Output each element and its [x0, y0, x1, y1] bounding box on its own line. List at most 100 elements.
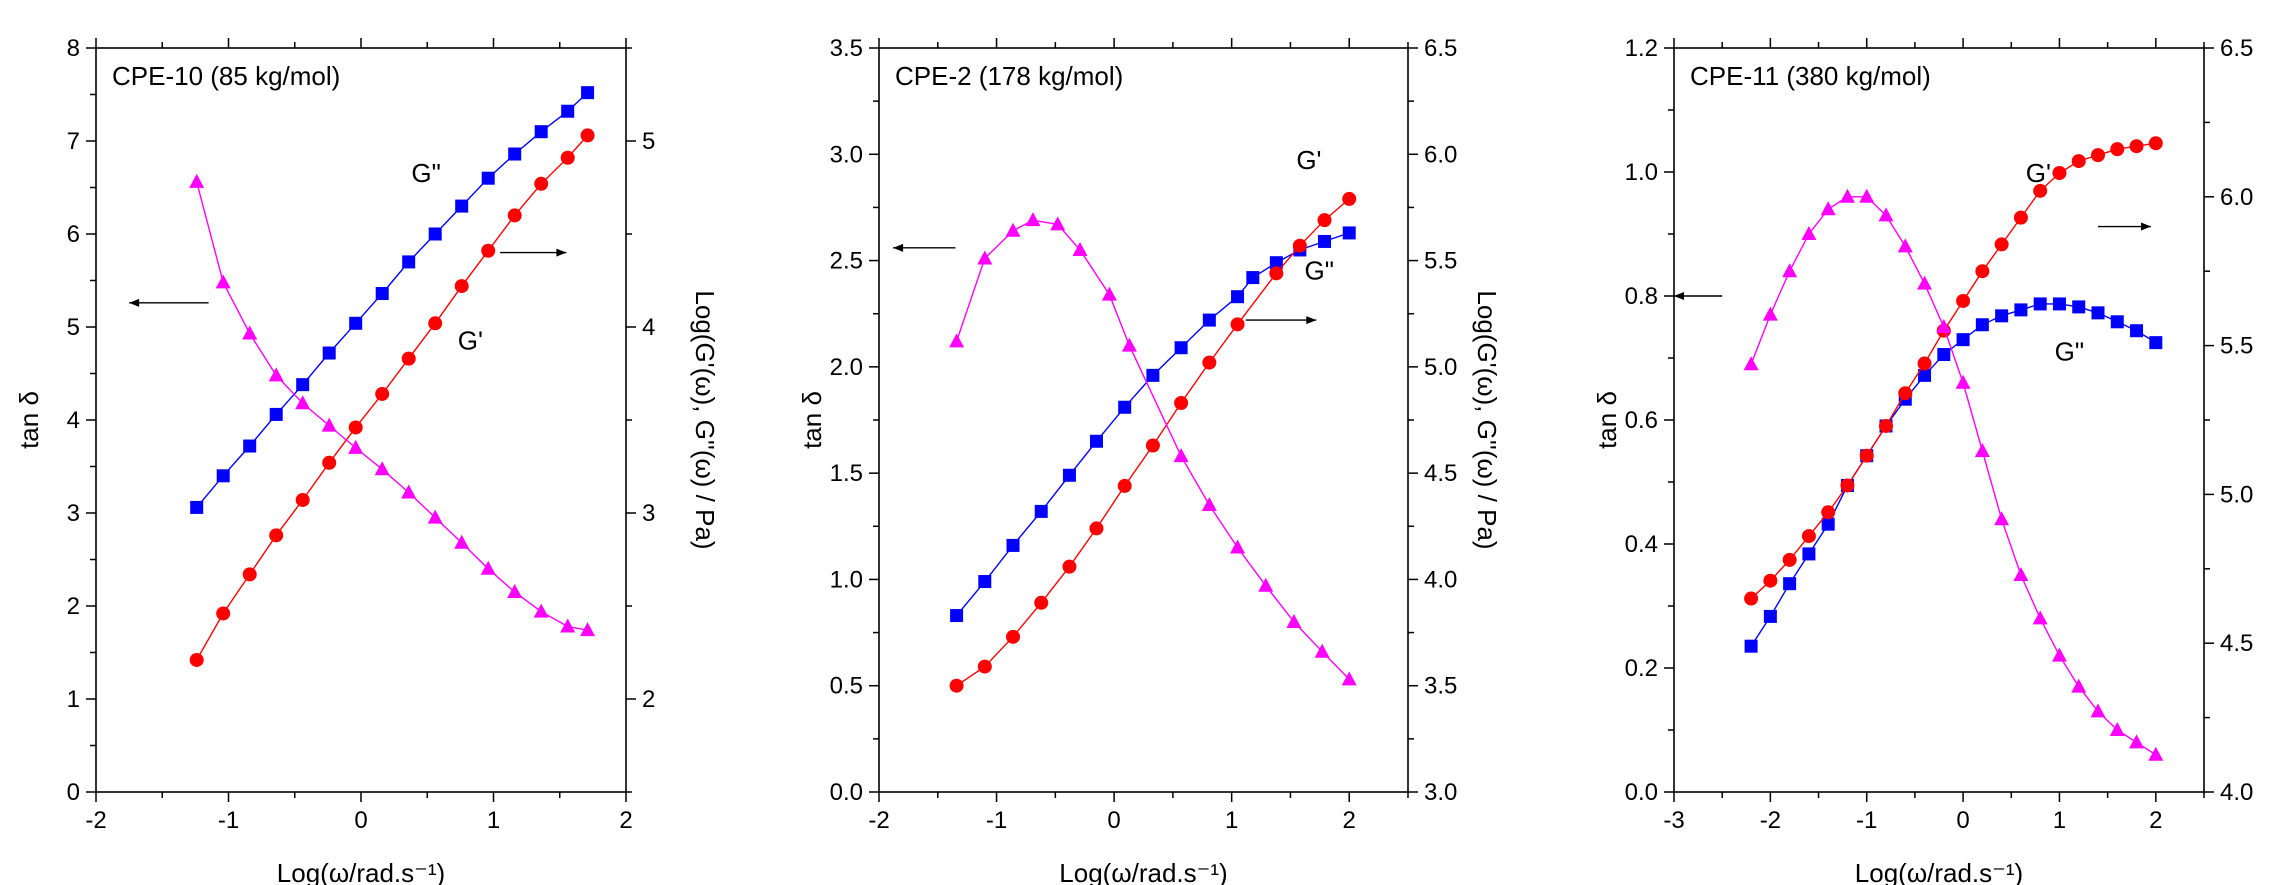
data-point-tan-delta	[215, 274, 231, 289]
data-point-tan-delta	[1072, 241, 1088, 256]
data-point-g-double-prime	[950, 609, 964, 623]
data-point-g-prime	[2091, 148, 2105, 163]
y-left-tick-label: 1.5	[830, 460, 863, 487]
data-point-tan-delta	[480, 560, 496, 575]
data-point-tan-delta	[2071, 678, 2087, 693]
y-left-tick-label: 3	[67, 500, 80, 527]
data-point-g-double-prime	[455, 199, 469, 213]
series-annotation-label: G"	[1305, 256, 1334, 286]
data-point-g-prime	[1006, 629, 1021, 644]
y-left-tick-label: 0.4	[1625, 531, 1658, 558]
x-tick-label: 2	[619, 807, 632, 834]
y-right-tick-label: 5	[642, 128, 655, 155]
data-point-tan-delta	[2129, 734, 2145, 749]
data-point-tan-delta	[2148, 746, 2164, 761]
y-right-tick-label: 4	[642, 314, 655, 341]
data-point-g-double-prime	[1089, 434, 1103, 448]
data-point-g-prime	[1145, 438, 1160, 453]
y-left-tick-label: 3.0	[830, 141, 863, 168]
data-point-g-prime	[295, 492, 310, 507]
data-point-g-double-prime	[561, 104, 575, 118]
data-point-g-prime	[428, 316, 443, 331]
y-right-tick-label: 6.5	[1424, 35, 1457, 62]
data-point-tan-delta	[2090, 703, 2106, 718]
data-point-tan-delta	[401, 484, 417, 499]
x-tick-label: 2	[1343, 807, 1356, 834]
arrow-head-icon	[556, 248, 567, 257]
data-point-g-prime	[1117, 478, 1132, 493]
data-point-tan-delta	[1994, 511, 2010, 526]
y-left-tick-label: 5	[67, 314, 80, 341]
data-point-g-double-prime	[1174, 341, 1188, 355]
data-point-g-prime	[216, 606, 231, 621]
y-left-axis-label: tan δ	[1592, 391, 1622, 449]
data-point-g-prime	[322, 455, 337, 470]
data-point-tan-delta	[1201, 497, 1217, 512]
data-point-tan-delta	[1101, 286, 1117, 301]
arrow-head-icon	[129, 298, 140, 307]
x-tick-label: -2	[1760, 807, 1781, 834]
data-point-tan-delta	[2051, 647, 2067, 662]
data-point-tan-delta	[1917, 275, 1933, 290]
data-point-tan-delta	[1286, 613, 1302, 628]
data-point-tan-delta	[1974, 443, 1990, 457]
data-point-g-prime	[1879, 418, 1893, 433]
y-left-tick-label: 3.5	[830, 35, 863, 62]
panel-title: CPE-11 (380 kg/mol)	[1690, 61, 1931, 91]
data-point-g-double-prime	[1202, 313, 1216, 327]
data-point-tan-delta	[1025, 212, 1041, 227]
data-point-g-double-prime	[1802, 547, 1816, 561]
data-point-g-double-prime	[1146, 368, 1160, 382]
data-point-tan-delta	[1230, 539, 1246, 554]
series-line-g-double-prime	[196, 92, 589, 508]
plot-frame	[1673, 47, 2205, 793]
data-point-g-double-prime	[2110, 315, 2124, 329]
data-point-tan-delta	[533, 603, 549, 618]
series-annotation-label: G'	[458, 325, 483, 355]
arrow-head-icon	[893, 243, 904, 252]
data-point-tan-delta	[1955, 374, 1971, 389]
data-point-g-prime	[454, 279, 469, 294]
data-point-g-double-prime	[243, 439, 257, 453]
data-point-tan-delta	[1820, 201, 1836, 216]
data-point-tan-delta	[580, 622, 596, 637]
data-point-tan-delta	[977, 250, 993, 265]
series-line-g-double-prime	[1750, 303, 2157, 647]
data-point-tan-delta	[427, 509, 443, 524]
data-point-g-double-prime	[1956, 333, 1970, 347]
data-point-g-double-prime	[296, 378, 310, 392]
data-point-g-prime	[1801, 529, 1816, 544]
chart-panel-cpe-10: -2 -1 0 1 2 0 1 2 3 4 5 6 7 8 2 3 4 5 Log(ω/rad.s⁻¹) tan δ L…	[14, 35, 720, 885]
data-point-g-prime	[1062, 559, 1077, 574]
y-right-tick-label: 4.0	[2220, 779, 2253, 806]
data-point-tan-delta	[1897, 238, 1913, 253]
data-point-tan-delta	[1801, 226, 1817, 240]
x-tick-label: -2	[85, 807, 106, 834]
y-right-tick-label: 2	[642, 686, 655, 713]
chart-panel-cpe-11: -3 -2 -1 0 1 2 0.0 0.2 0.4 0.6 0.8 1.0 1.2 4.0 4.5 5.0 5…	[1592, 35, 2253, 885]
y-left-tick-label: 0.0	[830, 779, 863, 806]
data-point-tan-delta	[2109, 722, 2125, 736]
data-point-tan-delta	[560, 618, 576, 633]
y-right-tick-label: 4.5	[1424, 460, 1457, 487]
data-point-g-prime	[1202, 355, 1217, 370]
data-point-g-prime	[1994, 237, 2009, 252]
x-axis-label: Log(ω/rad.s⁻¹)	[1059, 858, 1227, 885]
data-point-g-double-prime	[1118, 400, 1132, 414]
x-tick-label: -3	[1663, 807, 1684, 834]
data-point-tan-delta	[1314, 643, 1330, 658]
data-point-g-double-prime	[269, 407, 283, 421]
x-tick-label: 1	[1225, 807, 1238, 834]
data-point-g-prime	[2148, 136, 2163, 151]
data-point-tan-delta	[189, 173, 205, 188]
data-point-tan-delta	[1839, 188, 1855, 203]
panel-title: CPE-2 (178 kg/mol)	[895, 61, 1123, 91]
data-point-g-double-prime	[375, 287, 389, 301]
y-left-tick-label: 7	[67, 128, 80, 155]
data-point-tan-delta	[1173, 448, 1189, 463]
data-point-g-double-prime	[2091, 306, 2105, 320]
y-right-tick-label: 6.5	[2220, 35, 2253, 62]
y-right-tick-label: 4.5	[2220, 630, 2253, 657]
data-point-g-double-prime	[1744, 639, 1758, 653]
data-point-g-double-prime	[1937, 348, 1951, 362]
